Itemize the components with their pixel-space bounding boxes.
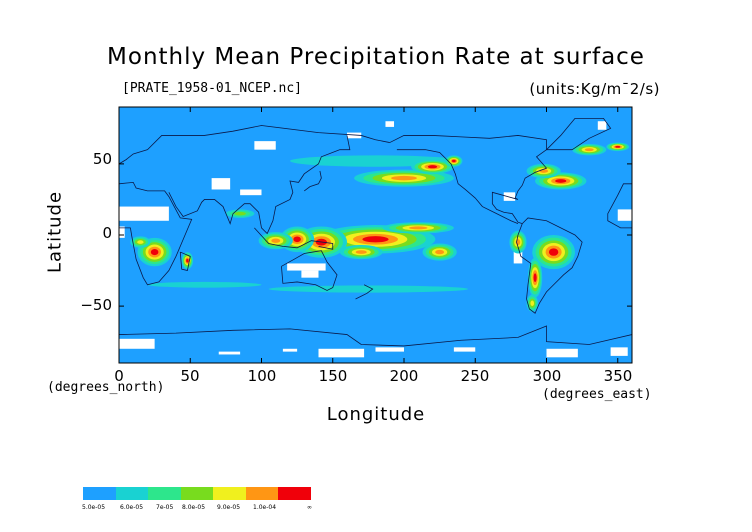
africa-coast	[119, 181, 193, 286]
y-unit-label: (degrees_north)	[47, 380, 165, 395]
missing-cell	[610, 347, 628, 356]
colorbar-label: 9.0e-05	[217, 504, 241, 511]
missing-cell	[287, 263, 326, 271]
precip-cell	[234, 211, 246, 216]
new-zealand-coast	[355, 284, 374, 300]
precip-cell	[533, 273, 537, 283]
precip-cell	[427, 165, 438, 169]
missing-cell	[119, 338, 155, 349]
file-label: [PRATE_1958-01_NCEP.nc]	[122, 81, 303, 96]
colorbar-swatch	[115, 487, 149, 500]
precip-cell	[584, 148, 594, 152]
eurasia-north-coast	[119, 125, 390, 165]
y-axis-label: Latitude	[44, 190, 66, 274]
units-label: (units:Kg/m¯2/s)	[529, 80, 660, 98]
missing-cell	[282, 348, 298, 352]
precip-cell	[435, 249, 445, 255]
missing-cell	[597, 121, 607, 130]
x-unit-label: (degrees_east)	[542, 387, 652, 402]
precip-cell	[548, 248, 559, 256]
ytick-label: 50	[92, 150, 112, 168]
colorbar-swatch	[213, 487, 246, 500]
chart-title: Monthly Mean Precipitation Rate at surfa…	[107, 44, 645, 70]
precip-cell	[530, 300, 535, 306]
ytick-label: −50	[80, 296, 112, 314]
missing-cell	[513, 249, 523, 264]
ytick-label: 0	[102, 224, 112, 242]
xtick-label: 350	[603, 367, 633, 385]
precip-cell	[150, 248, 159, 256]
colorbar-label: 6.0e-05	[120, 504, 144, 511]
precip-cell	[615, 145, 621, 148]
indonesia-coast	[254, 227, 334, 250]
missing-cell	[453, 347, 476, 352]
colorbar	[83, 487, 312, 500]
precip-cell	[391, 175, 417, 181]
x-axis-label: Longitude	[326, 404, 426, 425]
asia-south-coast	[168, 135, 351, 235]
north-america-west-coast	[396, 149, 519, 224]
precip-cell	[137, 240, 144, 244]
missing-cell	[240, 189, 262, 196]
precip-cell	[555, 179, 567, 183]
precip-cell	[409, 226, 428, 230]
precip-cell	[186, 258, 189, 263]
precip-cell	[362, 236, 389, 243]
missing-cell	[119, 226, 125, 238]
precip-cell	[271, 238, 281, 243]
colorbar-swatch	[245, 487, 279, 500]
missing-cell	[546, 348, 578, 358]
north-america-east-coast	[389, 135, 548, 225]
missing-cell	[301, 270, 319, 278]
colorbar-label: 8.0e-05	[182, 504, 206, 511]
colorbar-swatch	[180, 487, 214, 500]
precip-cell	[539, 169, 549, 173]
missing-cell	[211, 178, 231, 190]
missing-cell	[218, 351, 241, 355]
missing-cell	[254, 141, 276, 150]
missing-cell	[318, 348, 365, 358]
precip-cell	[147, 281, 262, 288]
colorbar-label: ∞	[307, 504, 312, 511]
xtick-label: 0	[114, 367, 124, 385]
colorbar-label: 7e-05	[156, 504, 174, 511]
colorbar-swatch	[278, 487, 312, 500]
colorbar-label: 1.0e-04	[253, 504, 277, 511]
precip-cell	[293, 236, 301, 243]
colorbar-swatch	[83, 487, 116, 500]
xtick-label: 150	[318, 367, 348, 385]
missing-cell	[503, 192, 516, 201]
colorbar-swatch	[148, 487, 181, 500]
greenland-coast	[546, 117, 612, 151]
missing-cell	[347, 132, 362, 139]
missing-cell	[119, 206, 169, 221]
colorbar-label: 5.0e-05	[82, 504, 106, 511]
precip-cell	[268, 285, 469, 293]
madagascar-coast	[179, 251, 191, 272]
precip-cell	[355, 250, 367, 254]
xtick-label: 200	[389, 367, 419, 385]
missing-cell	[617, 209, 632, 221]
west-africa-coast	[607, 183, 632, 229]
missing-cell	[375, 347, 404, 352]
south-america-coast	[516, 217, 583, 314]
missing-cell	[385, 121, 395, 127]
antarctica-coast	[119, 325, 632, 347]
australia-coast	[281, 250, 338, 291]
precip-cell	[452, 159, 456, 163]
xtick-label: 100	[247, 367, 277, 385]
japan-coast	[304, 170, 322, 192]
xtick-label: 250	[460, 367, 490, 385]
xtick-label: 300	[532, 367, 562, 385]
xtick-label: 50	[180, 367, 200, 385]
